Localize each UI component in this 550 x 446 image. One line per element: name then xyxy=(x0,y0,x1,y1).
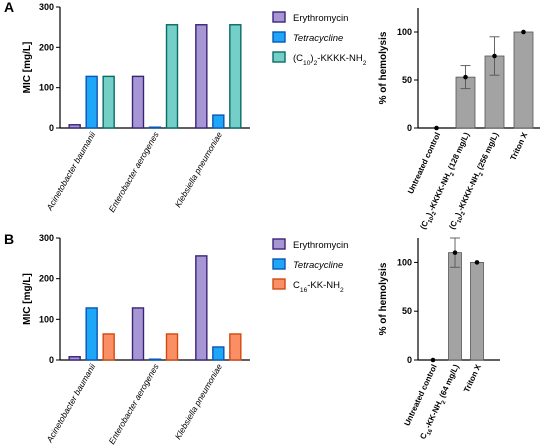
mic-b-category-label: Enterobacter aerogenes xyxy=(106,361,161,446)
mic-b-bar xyxy=(229,333,242,361)
hemo-b-bar xyxy=(448,252,462,361)
mic-b-y-tick-label: 0 xyxy=(49,355,54,365)
mic-b-bar xyxy=(102,333,115,361)
legend-a: Erythromycin Tetracycline (C10)2-KKKK-NH2 xyxy=(272,11,367,67)
hemo-a-data-point xyxy=(521,29,526,35)
mic-a-bar xyxy=(85,75,98,129)
mic-a-y-axis-label: MIC [mg/L] xyxy=(22,42,33,94)
mic-chart-a: 0 100 200 300 MIC [mg/L] Acinetobacter bauman… xyxy=(22,2,250,214)
mic-a-y-tick-label: 200 xyxy=(39,42,54,52)
mic-b-category-label: Klebsiella pneumoniae xyxy=(173,362,225,441)
hemo-a-y-tick-label: 100 xyxy=(397,27,412,37)
hemo-a-data-point xyxy=(492,53,497,59)
mic-b-bar xyxy=(131,307,145,361)
hemo-b-data-point xyxy=(452,250,458,255)
mic-a-category-label: Klebsiella pneumoniae xyxy=(173,130,225,209)
hemo-a-y-tick-label: 0 xyxy=(407,123,412,133)
hemo-a-data-point xyxy=(434,125,439,131)
mic-a-y-tick-label: 100 xyxy=(39,83,54,93)
mic-a-legend-swatch xyxy=(272,51,286,63)
hemo-b-bar xyxy=(470,261,484,361)
mic-b-y-tick-label: 200 xyxy=(39,274,54,284)
mic-a-bar xyxy=(195,24,208,129)
hemo-b-y-tick-label: 50 xyxy=(402,306,412,316)
mic-b-legend-swatch xyxy=(272,238,286,250)
hemo-b-data-point xyxy=(474,260,480,265)
panel-letter-b: B xyxy=(4,231,14,247)
mic-b-y-tick-label: 100 xyxy=(39,314,54,324)
mic-a-y-tick-label: 300 xyxy=(39,2,54,12)
mic-b-legend-label: Tetracycline xyxy=(293,260,343,271)
hemo-a-data-point xyxy=(463,74,468,80)
hemo-b-category-label: Triton X xyxy=(462,362,483,393)
mic-a-category-label: Acinetobacter baumanii xyxy=(44,129,98,213)
mic-a-bar xyxy=(68,124,81,129)
hemo-b-data-point xyxy=(430,357,436,363)
mic-b-y-tick-label: 300 xyxy=(39,233,54,243)
hemo-b-y-tick-label: 0 xyxy=(407,355,412,365)
mic-a-bar xyxy=(131,75,145,129)
mic-b-bar xyxy=(148,358,162,361)
mic-b-bar xyxy=(85,307,98,361)
mic-a-bar xyxy=(229,24,242,129)
hemo-b-y-axis-label: % of hemolysis xyxy=(378,262,389,335)
mic-a-legend-label: Tetracycline xyxy=(293,33,343,44)
hemo-a-category-label: Triton X xyxy=(509,130,530,161)
mic-b-legend-swatch xyxy=(272,258,286,270)
hemo-b-y-tick-label: 100 xyxy=(397,257,412,267)
hemo-a-bar xyxy=(513,31,534,129)
panel-letter-a: A xyxy=(4,0,14,15)
mic-b-bar xyxy=(68,356,81,361)
legend-b: Erythromycin Tetracycline C16-KK-NH2 xyxy=(272,238,348,294)
mic-b-legend-label: Erythromycin xyxy=(293,240,348,251)
hemo-a-y-tick-label: 50 xyxy=(402,75,412,85)
mic-a-legend-swatch xyxy=(272,11,286,23)
mic-a-legend-label: (C10)2-KKKK-NH2 xyxy=(293,53,367,67)
mic-b-bar xyxy=(165,333,179,361)
mic-a-legend-label: Erythromycin xyxy=(293,13,348,24)
hemo-a-y-axis-label: % of hemolysis xyxy=(378,31,389,104)
mic-a-bar xyxy=(165,24,179,129)
mic-a-legend-swatch xyxy=(272,31,286,43)
mic-a-category-label: Enterobacter aerogenes xyxy=(106,129,161,214)
mic-a-bar xyxy=(148,126,162,129)
mic-a-bar xyxy=(102,75,115,129)
mic-b-bar xyxy=(195,255,208,361)
mic-b-bar xyxy=(212,346,225,361)
mic-chart-b: 0 100 200 300 MIC [mg/L] Acinetobacter bauman… xyxy=(22,233,250,446)
mic-a-y-tick-label: 0 xyxy=(49,123,54,133)
mic-b-y-axis-label: MIC [mg/L] xyxy=(22,273,33,325)
mic-b-legend-label: C16-KK-NH2 xyxy=(293,280,344,294)
mic-b-legend-swatch xyxy=(272,278,286,290)
mic-a-bar xyxy=(212,114,225,129)
mic-b-category-label: Acinetobacter baumanii xyxy=(44,361,98,445)
